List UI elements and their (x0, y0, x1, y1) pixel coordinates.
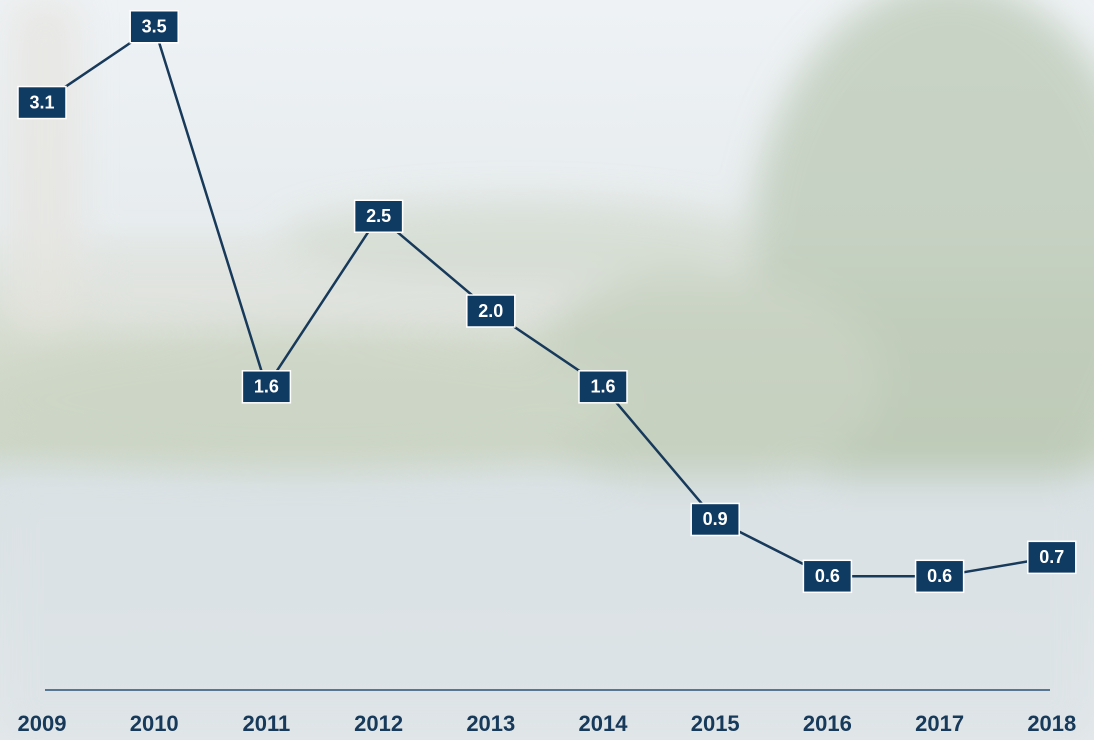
value-label: 0.6 (927, 566, 952, 586)
marker-box (690, 502, 740, 537)
marker-box (241, 370, 292, 404)
value-label: 2.5 (366, 206, 391, 226)
value-label: 1.6 (254, 377, 279, 397)
value-label: 3.5 (142, 17, 167, 37)
marker-box (578, 370, 628, 404)
line (41, 24, 1053, 578)
x-tick-label: 2016 (803, 711, 852, 736)
value-marker: 0.6 (914, 559, 965, 594)
x-tick-label: 2015 (691, 711, 740, 736)
x-tick-label: 2017 (915, 711, 964, 736)
value-marker: 0.9 (690, 502, 740, 537)
value-marker: 1.6 (241, 370, 292, 404)
marker-box (1027, 540, 1077, 575)
x-tick-label: 2014 (579, 711, 629, 736)
value-marker: 2.0 (466, 294, 516, 328)
marker-box (353, 199, 404, 233)
x-tick-label: 2010 (130, 711, 179, 736)
x-tick-label: 2009 (18, 711, 67, 736)
marker-box (129, 10, 179, 44)
x-tick-label: 2012 (354, 711, 403, 736)
value-label: 3.1 (29, 92, 54, 112)
value-marker: 3.1 (17, 85, 67, 120)
marker-box (914, 559, 965, 594)
marker-box (802, 559, 853, 594)
value-marker: 2.5 (353, 199, 404, 233)
marker-box (466, 294, 516, 328)
x-tick-label: 2013 (466, 711, 515, 736)
value-label: 1.6 (590, 377, 615, 397)
marker-box (17, 85, 67, 120)
value-label: 0.9 (703, 509, 728, 529)
value-marker: 0.6 (802, 559, 853, 594)
value-label: 0.7 (1039, 547, 1064, 567)
value-label: 2.0 (478, 301, 503, 321)
plot: 2009 2010 2011 2012 2013 2014 2015 2016 2017 2018… (17, 10, 1077, 736)
value-marker: 3.5 (129, 10, 179, 44)
value-marker: 1.6 (578, 370, 628, 404)
x-tick-label: 2018 (1027, 711, 1076, 736)
x-tick-label: 2011 (243, 711, 291, 736)
value-label: 0.6 (815, 566, 840, 586)
value-marker: 0.7 (1027, 540, 1077, 575)
